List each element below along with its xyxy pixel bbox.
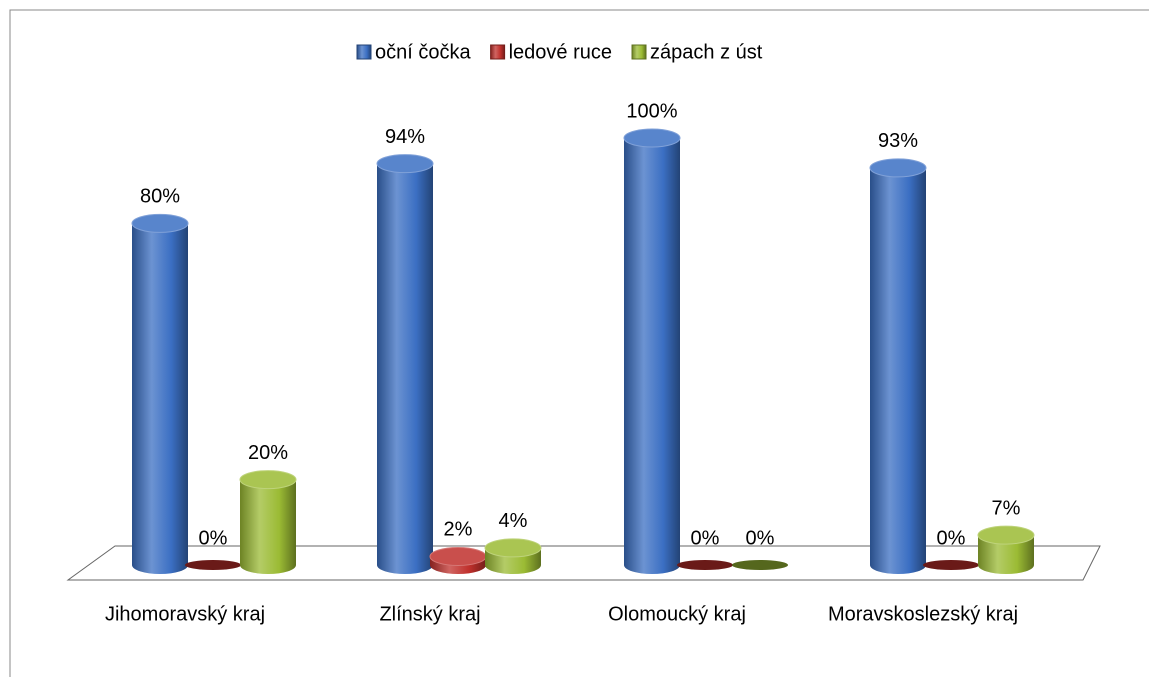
legend-label: ledové ruce xyxy=(509,41,612,63)
cylinder xyxy=(376,154,434,574)
legend-marker xyxy=(631,44,647,60)
x-tick-label: Zlínský kraj xyxy=(379,603,480,625)
cylinder xyxy=(185,560,241,570)
legend-label: oční čočka xyxy=(375,41,471,63)
value-label: 0% xyxy=(199,527,228,549)
value-label: 94% xyxy=(385,126,425,148)
cylinder xyxy=(429,546,487,574)
cylinder xyxy=(869,158,927,574)
x-tick-label: Jihomoravský kraj xyxy=(105,603,265,625)
x-tick-label: Moravskoslezský kraj xyxy=(828,603,1018,625)
value-label: 0% xyxy=(746,527,775,549)
value-label: 80% xyxy=(140,186,180,208)
cylinder xyxy=(677,560,733,570)
cylinder xyxy=(623,128,681,574)
value-label: 0% xyxy=(937,527,966,549)
cylinder xyxy=(484,538,542,574)
cylinder xyxy=(923,560,979,570)
value-label: 93% xyxy=(878,130,918,152)
value-label: 100% xyxy=(626,100,677,122)
cylinder xyxy=(131,213,189,574)
value-label: 7% xyxy=(992,497,1021,519)
value-label: 4% xyxy=(499,510,528,532)
legend-marker xyxy=(490,44,506,60)
cylinder xyxy=(732,560,788,570)
floor xyxy=(66,545,1101,581)
value-label: 0% xyxy=(691,527,720,549)
cylinder xyxy=(239,470,297,574)
value-label: 20% xyxy=(248,442,288,464)
x-tick-label: Olomoucký kraj xyxy=(608,603,746,625)
cylinder xyxy=(977,525,1035,574)
legend-marker xyxy=(356,44,372,60)
value-label: 2% xyxy=(444,519,473,541)
legend-label: zápach z úst xyxy=(650,41,763,63)
chart-border xyxy=(9,9,1149,677)
